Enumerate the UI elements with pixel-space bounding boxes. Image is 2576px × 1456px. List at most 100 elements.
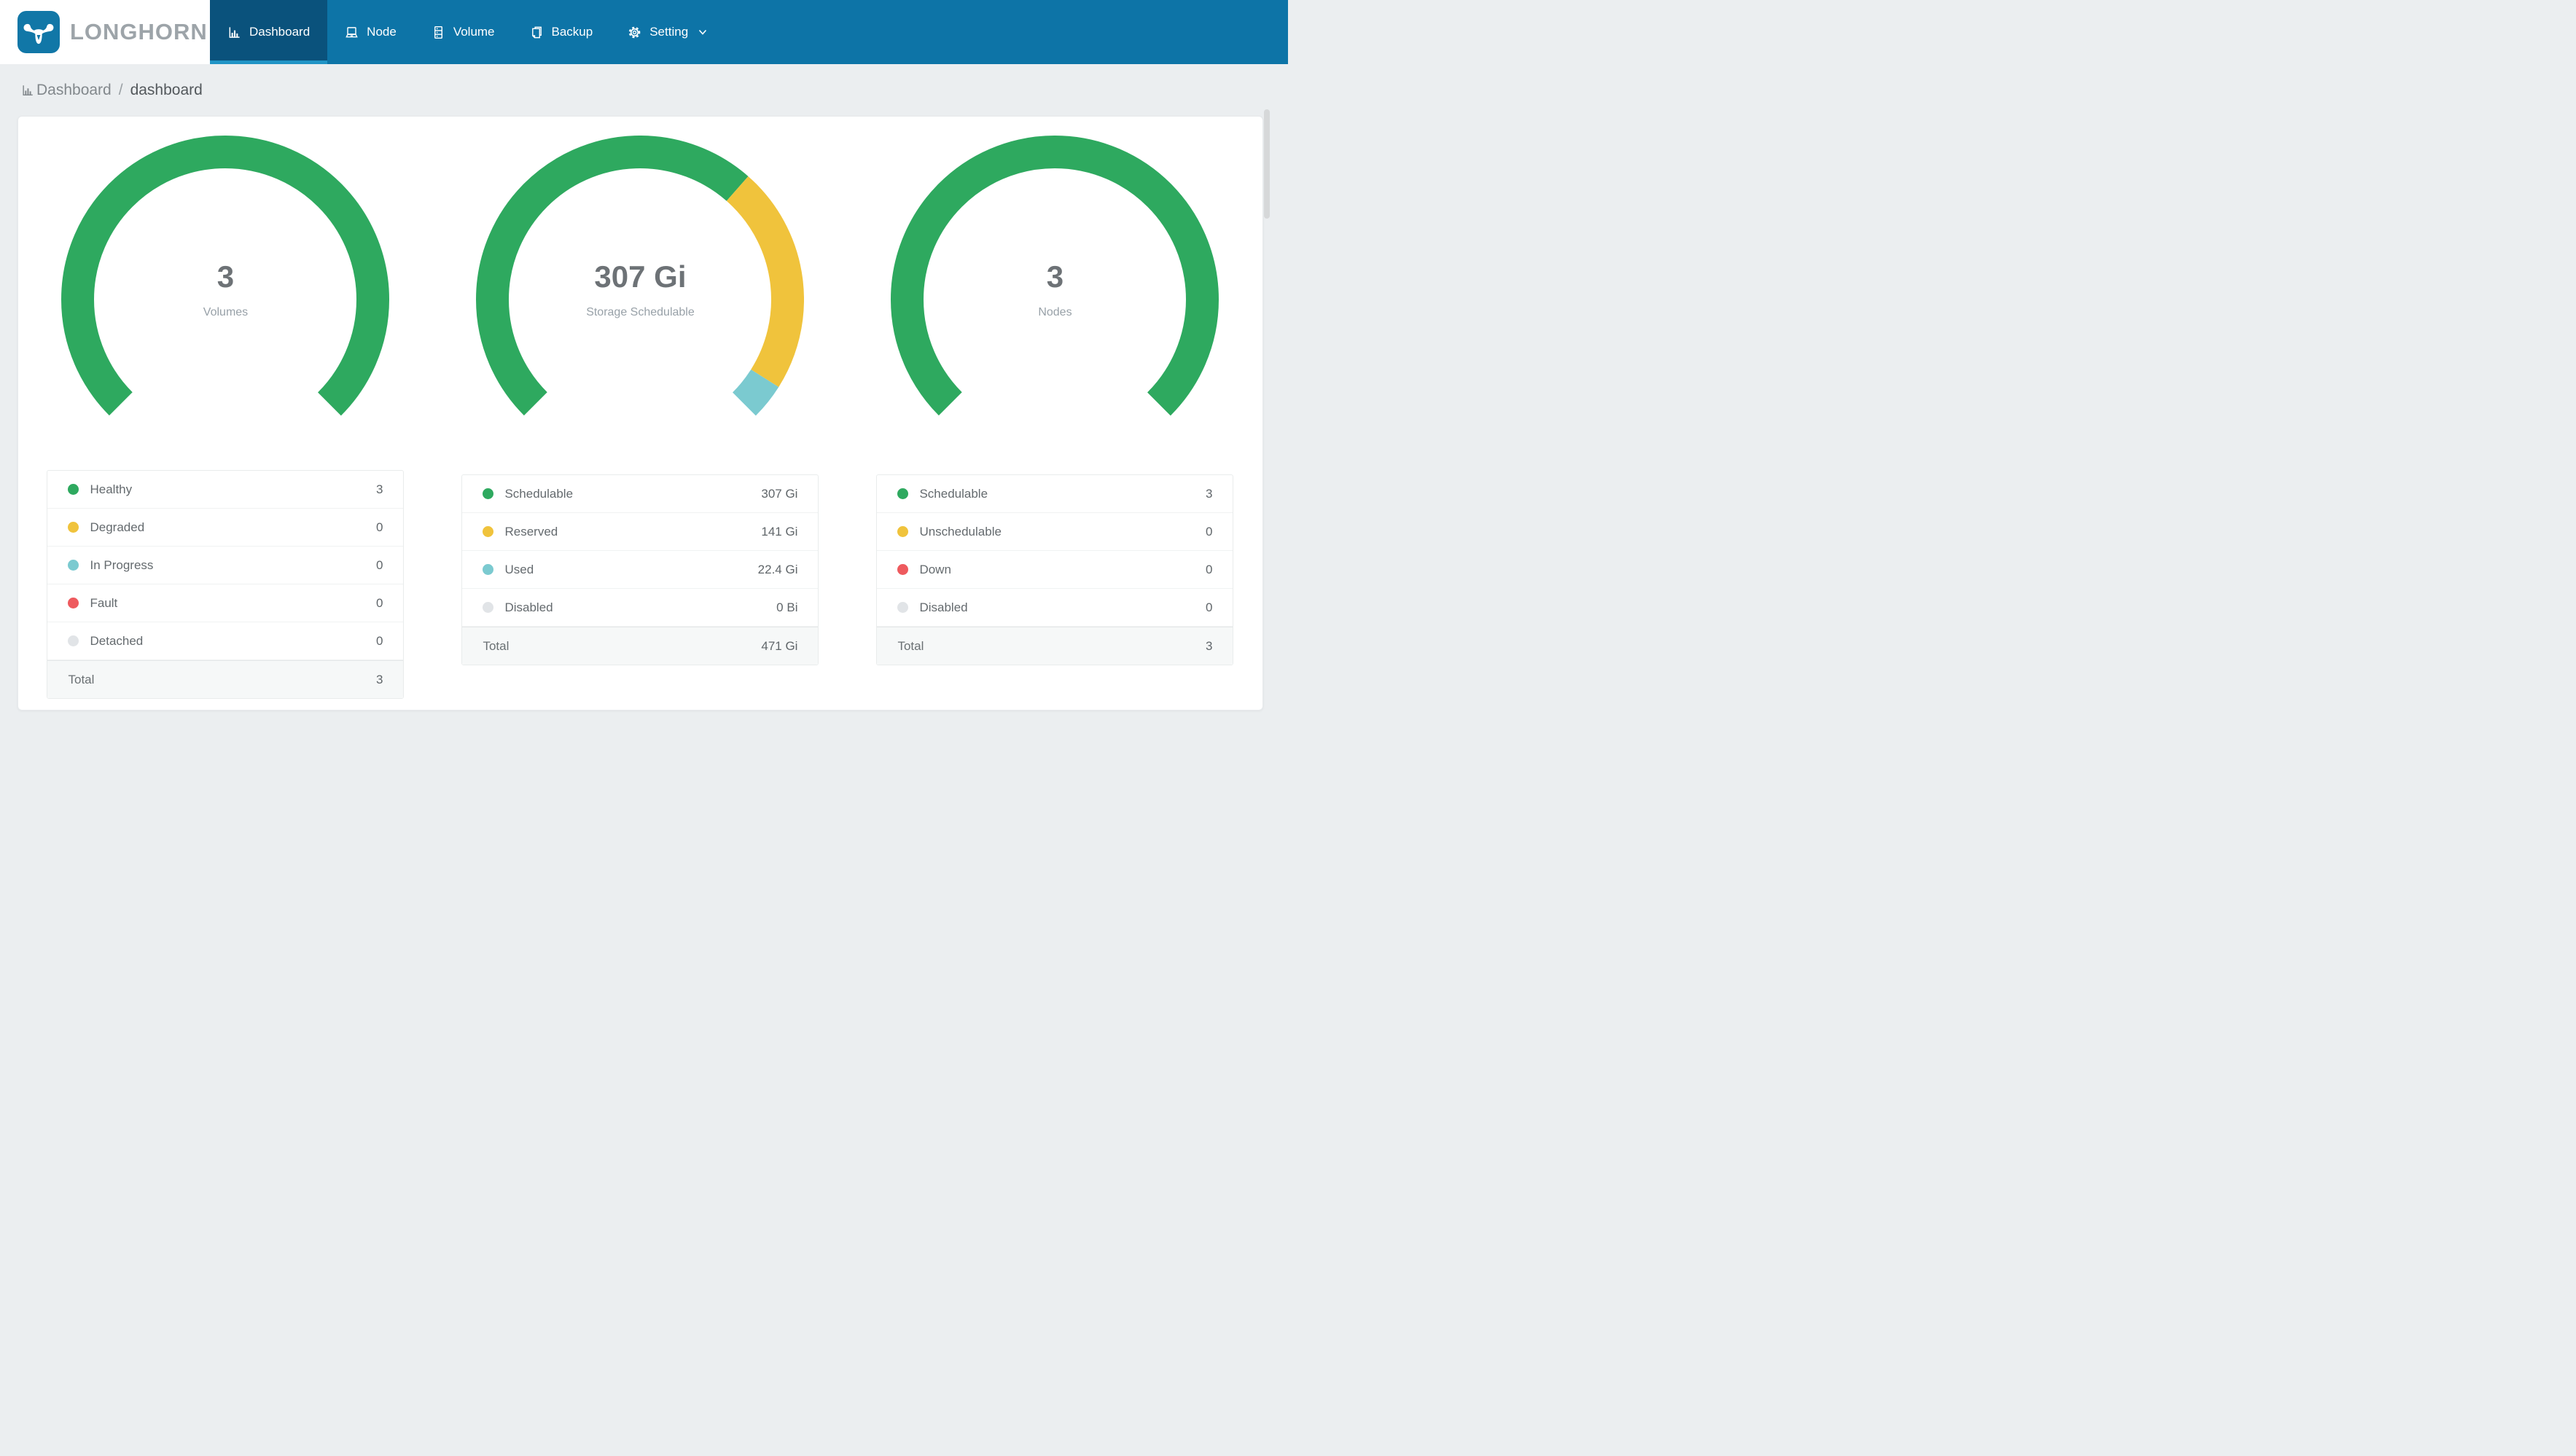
legend-total-row: Total 471 Gi: [462, 627, 819, 665]
volume-icon: [432, 26, 445, 39]
legend-value: 0: [376, 633, 383, 648]
status-dot-red: [68, 598, 79, 608]
gauge-segment-reserved: [476, 136, 805, 463]
nav-item-node[interactable]: Node: [327, 0, 414, 64]
legend-value: 0 Bi: [776, 600, 798, 614]
vertical-scrollbar-thumb[interactable]: [1264, 109, 1270, 219]
volumes-panel: 3 Volumes Healthy 3 Degraded 0 In Progress 0 Fau…: [18, 117, 433, 699]
legend-label: Unschedulable: [919, 524, 1002, 539]
legend-value: 307 Gi: [761, 486, 798, 501]
dashboard-icon: [21, 84, 34, 97]
dashboard-card: 3 Volumes Healthy 3 Degraded 0 In Progress 0 Fau…: [17, 116, 1263, 711]
legend-table: Healthy 3 Degraded 0 In Progress 0 Fault 0 Detac…: [47, 470, 405, 699]
legend-value: 0: [1205, 524, 1213, 539]
legend-value: 0: [376, 595, 383, 610]
legend-row-in-progress: In Progress 0: [47, 547, 404, 584]
status-dot-gray: [483, 602, 494, 613]
breadcrumb-page: dashboard: [130, 81, 203, 98]
gauge-chart: 307 Gi Storage Schedulable: [476, 136, 805, 463]
status-dot-green: [897, 488, 909, 499]
status-dot-gray: [897, 602, 909, 613]
nav-item-label: Volume: [453, 25, 495, 39]
legend-row-healthy: Healthy 3: [47, 471, 404, 509]
legend-row-unschedulable: Unschedulable 0: [877, 513, 1233, 551]
legend-label: Fault: [90, 595, 118, 610]
legend-label: Degraded: [90, 520, 145, 534]
legend-table: Schedulable 3 Unschedulable 0 Down 0 Disabled 0…: [876, 474, 1234, 665]
legend-label: In Progress: [90, 557, 154, 572]
legend-table: Schedulable 307 Gi Reserved 141 Gi Used 22.4 …: [461, 474, 819, 665]
legend-row-schedulable: Schedulable 307 Gi: [462, 475, 819, 513]
legend-label: Used: [504, 562, 534, 576]
legend-label: Detached: [90, 633, 144, 648]
gauge-segment-used: [476, 136, 805, 463]
nav-item-setting[interactable]: Setting: [610, 0, 725, 64]
status-dot-teal: [68, 560, 79, 571]
legend-label: Schedulable: [504, 486, 574, 501]
legend-row-schedulable: Schedulable 3: [877, 475, 1233, 513]
total-value: 3: [376, 672, 383, 686]
legend-label: Down: [919, 562, 951, 576]
total-value: 3: [1205, 638, 1213, 653]
legend-label: Reserved: [504, 524, 558, 539]
legend-label: Schedulable: [919, 486, 988, 501]
legend-value: 3: [376, 482, 383, 496]
backup-icon: [530, 26, 544, 39]
legend-value: 141 Gi: [761, 524, 798, 539]
legend-row-fault: Fault 0: [47, 584, 404, 622]
nav-item-label: Node: [367, 25, 397, 39]
setting-icon: [628, 26, 641, 39]
legend-value: 0: [376, 520, 383, 534]
nodes-panel: 3 Nodes Schedulable 3 Unschedulable 0 Down 0 Dis…: [848, 117, 1262, 665]
nav-item-label: Setting: [649, 25, 689, 39]
legend-row-used: Used 22.4 Gi: [462, 551, 819, 589]
status-dot-red: [897, 564, 909, 575]
main-nav: Dashboard Node Volume Backup Setting: [210, 0, 725, 64]
legend-label: Disabled: [919, 600, 968, 614]
gauge-segment-schedulable: [891, 136, 1219, 463]
legend-total-row: Total 3: [877, 627, 1233, 665]
nav-item-label: Backup: [551, 25, 593, 39]
nav-item-volume[interactable]: Volume: [414, 0, 512, 64]
gauge-chart: 3 Nodes: [891, 136, 1219, 463]
nav-item-label: Dashboard: [249, 25, 311, 39]
status-dot-teal: [483, 564, 494, 575]
legend-row-disabled: Disabled 0 Bi: [462, 589, 819, 627]
legend-row-detached: Detached 0: [47, 622, 404, 660]
gauge-segment-healthy: [61, 136, 390, 463]
total-label: Total: [68, 672, 95, 686]
legend-value: 0: [376, 557, 383, 572]
dashboard-icon: [227, 26, 241, 39]
logo-area[interactable]: LONGHORN: [0, 0, 210, 64]
gauge-chart: 3 Volumes: [61, 136, 390, 463]
status-dot-green: [483, 488, 494, 499]
breadcrumb-section[interactable]: Dashboard: [36, 81, 112, 98]
legend-label: Disabled: [504, 600, 553, 614]
total-label: Total: [897, 638, 924, 653]
legend-value: 22.4 Gi: [757, 562, 798, 576]
legend-value: 0: [1205, 562, 1213, 576]
breadcrumb: Dashboard / dashboard: [0, 64, 1288, 116]
total-label: Total: [483, 638, 510, 653]
storage-panel: 307 Gi Storage Schedulable Schedulable 307 …: [433, 117, 848, 665]
legend-value: 3: [1205, 486, 1213, 501]
nav-item-backup[interactable]: Backup: [512, 0, 611, 64]
status-dot-green: [68, 484, 79, 495]
total-value: 471 Gi: [761, 638, 798, 653]
legend-value: 0: [1205, 600, 1213, 614]
nav-item-dashboard[interactable]: Dashboard: [210, 0, 328, 64]
status-dot-yellow: [68, 522, 79, 533]
status-dot-yellow: [897, 526, 909, 537]
legend-row-down: Down 0: [877, 551, 1233, 589]
top-navbar: LONGHORN Dashboard Node Volume Backup Settin…: [0, 0, 1288, 64]
status-dot-yellow: [483, 526, 494, 537]
brand-wordmark: LONGHORN: [70, 19, 208, 44]
node-icon: [345, 26, 359, 39]
legend-total-row: Total 3: [47, 660, 404, 698]
legend-row-reserved: Reserved 141 Gi: [462, 513, 819, 551]
legend-label: Healthy: [90, 482, 133, 496]
longhorn-logo-icon: [17, 11, 60, 53]
chevron-down-icon: [698, 27, 708, 37]
status-dot-gray: [68, 635, 79, 646]
gauge-segment-schedulable: [476, 136, 805, 463]
